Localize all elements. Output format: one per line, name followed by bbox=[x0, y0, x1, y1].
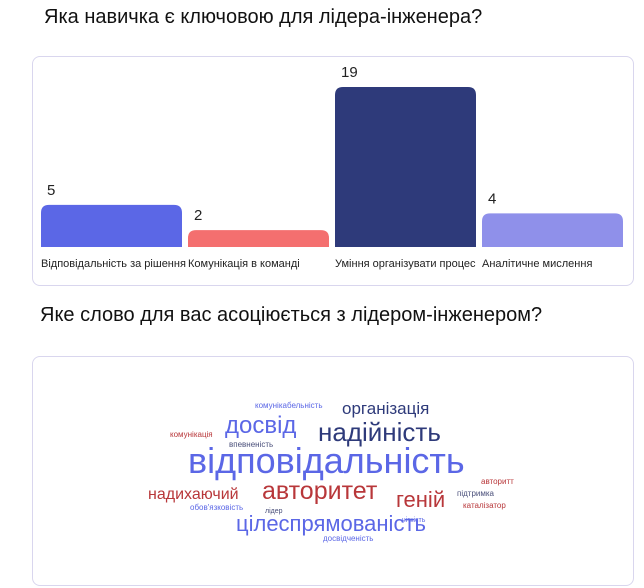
cloud-word: відповідальність bbox=[188, 440, 465, 481]
cloud-word: впевненість bbox=[229, 440, 273, 449]
cloud-word: комунікація bbox=[170, 430, 213, 439]
bar-value-label: 5 bbox=[47, 182, 55, 199]
cloud-word: організація bbox=[342, 399, 429, 418]
bar-value-label: 2 bbox=[194, 207, 202, 224]
bar-category-label: Відповідальність за рішення bbox=[41, 258, 186, 270]
bar-category-label: Уміння організувати процес bbox=[335, 258, 476, 270]
cloud-word: надійність bbox=[318, 417, 441, 447]
cloud-word: геній bbox=[396, 487, 445, 512]
cloud-word: підтримка bbox=[457, 489, 495, 498]
cloud-word: надихаючий bbox=[148, 486, 239, 503]
cloud-word: каталізатор bbox=[463, 501, 506, 510]
bar-category-label: Аналітичне мислення bbox=[482, 258, 592, 270]
bar-1 bbox=[41, 204, 182, 247]
bar-4 bbox=[482, 213, 623, 247]
cloud-word: авторитт bbox=[481, 477, 514, 486]
cloud-word: лідер bbox=[265, 507, 283, 515]
cloud-word: досвідченість bbox=[323, 534, 373, 543]
cloud-word: комунікабельність bbox=[255, 401, 323, 410]
cloud-word: чіткість bbox=[402, 516, 426, 524]
cloud-word: авторитет bbox=[262, 477, 378, 505]
cloud-word: обов'язковість bbox=[190, 503, 243, 512]
cloud-word: цілеспрямованість bbox=[236, 511, 426, 536]
bar-chart: 5 Відповідальність за рішення 2 Комунікація… bbox=[41, 64, 623, 270]
question-title-2: Яке слово для вас асоціюється з лідером-… bbox=[40, 304, 543, 326]
question-title-1: Яка навичка є ключовою для лідера-інжене… bbox=[44, 6, 483, 28]
bar-3 bbox=[335, 87, 476, 247]
cloud-word: досвід bbox=[225, 412, 296, 439]
bar-2 bbox=[188, 230, 329, 247]
word-cloud-card: відповідальність авторитет цілеспрямованіс… bbox=[32, 356, 634, 586]
bar-value-label: 4 bbox=[488, 190, 496, 207]
bar-value-label: 19 bbox=[341, 64, 358, 81]
bar-chart-card: 5 Відповідальність за рішення 2 Комунікація… bbox=[32, 56, 634, 286]
bar-category-label: Комунікація в команді bbox=[188, 258, 300, 270]
